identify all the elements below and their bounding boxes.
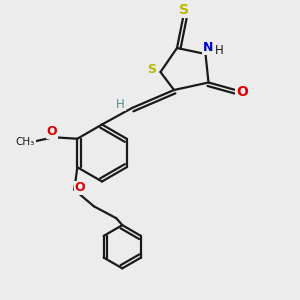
Text: H: H [116,98,125,111]
Text: S: S [148,63,157,76]
Text: O: O [74,182,85,194]
Text: S: S [179,4,190,17]
Text: O: O [46,125,57,138]
Text: N: N [203,41,213,54]
Text: CH₃: CH₃ [16,137,35,147]
Text: O: O [236,85,248,98]
Text: H: H [214,44,224,57]
